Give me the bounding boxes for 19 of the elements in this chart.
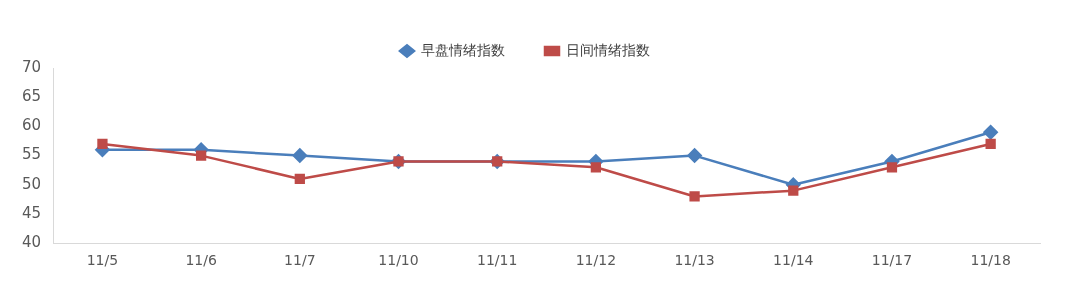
x-tick-label: 11/14 <box>773 252 814 269</box>
x-tick-label: 11/6 <box>185 252 217 269</box>
legend-label: 日间情绪指数 <box>566 41 650 58</box>
y-tick-label: 40 <box>21 233 42 252</box>
x-tick-label: 11/11 <box>477 252 518 269</box>
y-tick-label: 60 <box>21 116 42 135</box>
y-tick-label: 70 <box>21 57 42 76</box>
x-tick-label: 11/13 <box>674 252 715 269</box>
x-tick-label: 11/12 <box>575 252 617 269</box>
x-tick-label: 11/18 <box>970 252 1011 269</box>
y-tick-label: 50 <box>21 174 42 193</box>
y-tick-label: 55 <box>21 145 42 164</box>
y-tick-label: 45 <box>21 203 42 222</box>
y-tick-label: 65 <box>21 87 42 106</box>
x-tick-label: 11/17 <box>871 252 913 269</box>
legend-label: 早盘情绪指数 <box>421 41 505 58</box>
x-tick-label: 11/7 <box>284 252 316 269</box>
x-tick-label: 11/10 <box>378 252 419 269</box>
x-tick-label: 11/5 <box>86 252 119 269</box>
